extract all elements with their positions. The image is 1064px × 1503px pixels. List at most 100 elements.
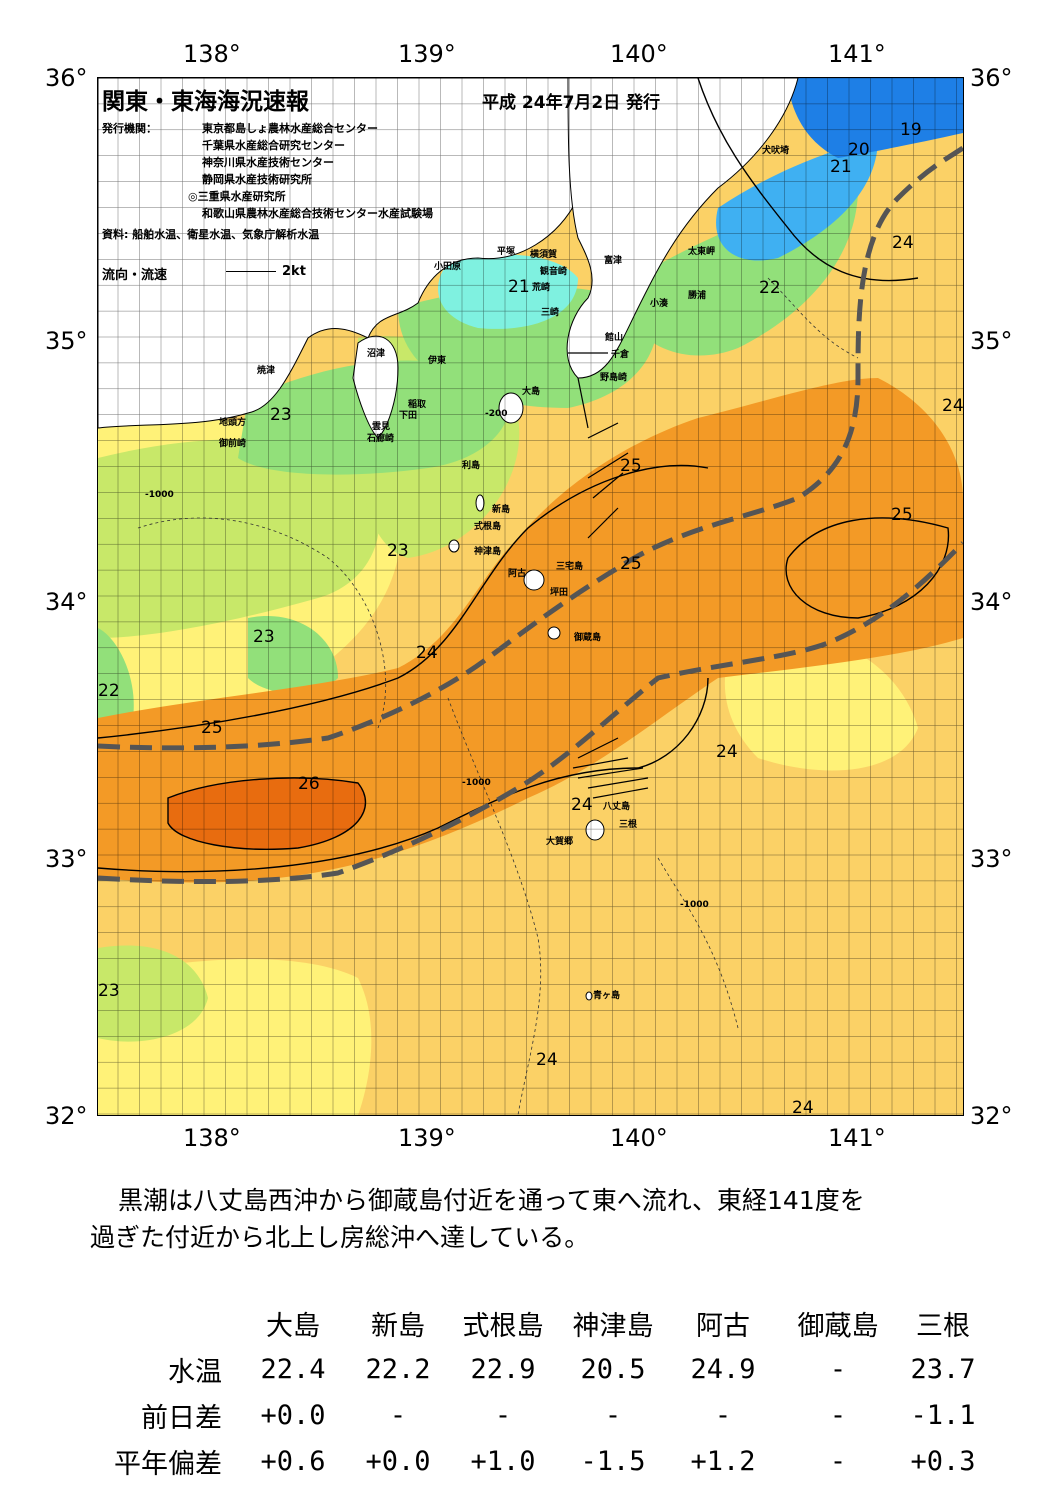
place-omaezaki: 御前崎: [219, 439, 247, 449]
isotherm-label: 24: [942, 396, 964, 416]
column-header: 新島: [371, 1310, 425, 1342]
table-cell: 24.9: [690, 1353, 756, 1385]
place-kozushima: 神津島: [474, 547, 502, 557]
place-taitomisaki: 太東岬: [688, 247, 716, 257]
depth-contour-1000a: [137, 517, 387, 729]
depth-label: -1000: [462, 778, 491, 788]
lon-label-138-bottom: 138°: [183, 1124, 241, 1152]
current-arrow: [587, 422, 619, 439]
row-header: 水温: [168, 1356, 222, 1388]
description-line-2: 過ぎた付近から北上し房総沖へ達している。: [90, 1223, 590, 1252]
place-mikurajima: 御蔵島: [574, 633, 602, 643]
isotherm-label: 23: [270, 405, 292, 425]
current-arrow: [572, 757, 629, 769]
place-sanne: 三根: [619, 820, 638, 830]
place-tsubota: 坪田: [550, 588, 569, 598]
current-arrow: [577, 737, 619, 759]
place-yokosuka: 横須賀: [530, 250, 558, 260]
map-title: 関東・東海海況速報: [102, 89, 309, 115]
place-numazu: 沼津: [367, 349, 386, 359]
table-cell: -1.5: [580, 1445, 646, 1477]
table-cell: -: [714, 1399, 732, 1431]
table-cell: -: [829, 1399, 847, 1431]
current-legend-scale: 2kt: [282, 264, 306, 279]
isotherm-label: 21: [508, 277, 530, 297]
current-arrow: [592, 787, 649, 799]
table-cell: -: [494, 1399, 512, 1431]
isotherm-label: 24: [892, 233, 914, 253]
sst-zone-21-sagami: [438, 254, 578, 329]
isotherm-label: 25: [201, 718, 223, 738]
column-header: 御蔵島: [797, 1310, 879, 1342]
isotherm-label: 24: [571, 795, 593, 815]
column-header: 大島: [266, 1310, 320, 1342]
observation-table: 大島 新島 式根島 神津島 阿古 御蔵島 三根 水温 22.4 22.2 22.…: [92, 1300, 988, 1484]
table-cell: 22.2: [365, 1353, 431, 1385]
current-vectors: [568, 352, 649, 799]
place-aogashima: 青ヶ島: [593, 991, 621, 1001]
place-kominato: 小湊: [650, 299, 669, 309]
table-cell: -: [389, 1399, 407, 1431]
island-mikurajima: [547, 626, 561, 640]
current-arrow: [587, 777, 649, 789]
kuroshio-north-edge: [98, 145, 963, 751]
agencies-label: 発行機関：: [102, 122, 157, 135]
lat-label-33-right: 33°: [970, 845, 1013, 873]
place-yaizu: 焼津: [257, 366, 276, 376]
sst-zone-23-west: [98, 439, 380, 638]
lon-label-139: 139°: [398, 40, 456, 68]
lon-label-140-bottom: 140°: [610, 1124, 668, 1152]
isotherm-label: 23: [387, 541, 409, 561]
lat-label-34: 34°: [45, 588, 88, 616]
lat-label-32-right: 32°: [970, 1102, 1013, 1130]
isotherm-24-line: [98, 464, 709, 739]
lat-label-34-right: 34°: [970, 588, 1013, 616]
sst-zone-22-west: [98, 628, 134, 738]
island-hachijojima: [585, 819, 605, 841]
column-header: 阿古: [696, 1310, 750, 1342]
sst-zone-20: [716, 138, 878, 261]
current-arrow: [587, 507, 619, 539]
isotherm-25-east: [785, 517, 950, 619]
current-arrow: [577, 767, 644, 779]
column-header: 三根: [916, 1310, 970, 1342]
table-cell: 22.9: [470, 1353, 536, 1385]
depth-contour-1000b: [447, 697, 542, 1115]
kuroshio-south-edge: [98, 541, 963, 885]
island-miyakejima: [523, 569, 545, 591]
data-sources: 資料: 船舶水温、衛星水温、気象庁解析水温: [102, 228, 320, 241]
place-shimoda: 下田: [399, 411, 418, 421]
lat-label-36-right: 36°: [970, 64, 1013, 92]
description-line-1: 黒潮は八丈島西沖から御蔵島付近を通って東へ流れ、東経141度を: [118, 1186, 865, 1215]
place-shikinejima: 式根島: [474, 522, 502, 532]
agency-4: 静岡県水産技術研究所: [202, 173, 312, 186]
column-header: 神津島: [572, 1310, 654, 1342]
lon-label-141-bottom: 141°: [828, 1124, 886, 1152]
isotherm-22-line: [697, 78, 919, 282]
agency-1: 東京都島しょ農林水産総合センター: [202, 122, 378, 135]
lat-label-36: 36°: [45, 64, 88, 92]
place-jitokata: 地頭方: [219, 418, 247, 428]
place-kannonzaki: 観音崎: [540, 267, 568, 277]
isotherm-label: 22: [759, 278, 781, 298]
place-niijima: 新島: [492, 505, 511, 515]
kuroshio-axis: [98, 145, 963, 885]
lat-label-32: 32°: [45, 1102, 88, 1130]
island-niijima: [475, 494, 485, 512]
place-miyakejima: 三宅島: [556, 562, 584, 572]
depth-label: -1000: [680, 900, 709, 910]
place-nojimazaki: 野島崎: [600, 373, 628, 383]
current-legend-arrow: [226, 271, 276, 272]
place-ito: 伊東: [428, 356, 447, 366]
sst-zone-26: [168, 778, 366, 850]
place-katsuura: 勝浦: [688, 291, 707, 301]
island-kozushima: [448, 539, 460, 553]
place-futtsu: 富津: [604, 256, 623, 266]
table-cell: +1.0: [470, 1445, 536, 1477]
place-hachijojima: 八丈島: [603, 802, 631, 812]
table-corner: [92, 1300, 238, 1346]
isotherm-label: 24: [716, 742, 738, 762]
map-canvas: [98, 78, 963, 1115]
current-arrow: [577, 377, 589, 429]
table-row: 前日差 +0.0 - - - - - -1.1: [92, 1392, 988, 1438]
